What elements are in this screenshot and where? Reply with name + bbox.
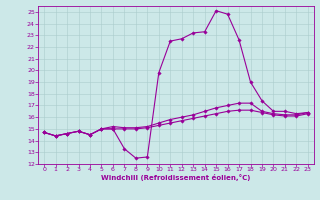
X-axis label: Windchill (Refroidissement éolien,°C): Windchill (Refroidissement éolien,°C) <box>101 174 251 181</box>
